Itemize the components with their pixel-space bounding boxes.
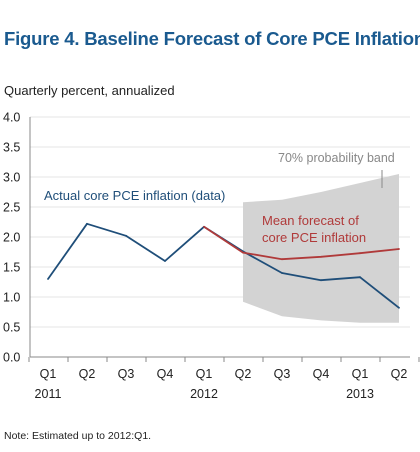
x-tick-label: Q1 — [40, 367, 57, 381]
band-annotation: 70% probability band — [278, 151, 395, 165]
year-label: 2013 — [346, 387, 374, 401]
y-tick-label: 3.5 — [3, 141, 20, 155]
year-label: 2012 — [190, 387, 218, 401]
y-tick-label: 2.5 — [3, 201, 20, 215]
x-tick-label: Q2 — [79, 367, 96, 381]
x-tick-label: Q4 — [313, 367, 330, 381]
y-tick-label: 1.5 — [3, 261, 20, 275]
probability-band — [243, 174, 399, 323]
forecast-annotation-line-1: Mean forecast of — [262, 213, 359, 228]
y-tick-label: 3.0 — [3, 171, 20, 185]
chart-title: Figure 4. Baseline Forecast of Core PCE … — [4, 28, 420, 49]
actual-point — [359, 276, 361, 279]
actual-point — [47, 278, 49, 280]
chart-note: Note: Estimated up to 2012:Q1. — [4, 430, 152, 442]
actual-point — [281, 272, 283, 274]
y-tick-label: 4.0 — [3, 111, 20, 125]
y-tick-label: 0.5 — [3, 321, 20, 335]
x-tick-label: Q3 — [274, 367, 291, 381]
year-label: 2011 — [35, 387, 62, 401]
forecast-point — [398, 248, 400, 250]
actual-point — [125, 234, 127, 237]
x-tick-label: Q4 — [157, 367, 174, 381]
x-tick-label: Q1 — [196, 367, 213, 381]
forecast-point — [242, 251, 244, 254]
forecast-point — [320, 255, 322, 258]
actual-point — [398, 306, 400, 309]
forecast-point — [359, 252, 361, 255]
x-tick-label: Q2 — [391, 367, 408, 381]
y-tick-label: 1.0 — [3, 291, 20, 305]
y-tick-label: 0.0 — [3, 351, 20, 365]
x-tick-label: Q3 — [118, 367, 135, 381]
forecast-point — [203, 225, 205, 228]
x-tick-label: Q1 — [352, 367, 369, 381]
forecast-point — [281, 258, 283, 261]
actual-point — [86, 222, 88, 225]
actual-series-annotation: Actual core PCE inflation (data) — [44, 188, 225, 203]
actual-point — [320, 279, 322, 282]
forecast-series-line — [203, 226, 400, 261]
forecast-annotation-line-2: core PCE inflation — [262, 230, 366, 245]
x-tick-label: Q2 — [235, 367, 252, 381]
actual-point — [164, 260, 166, 262]
y-tick-label: 2.0 — [3, 231, 20, 245]
y-axis-label: Quarterly percent, annualized — [4, 83, 175, 98]
